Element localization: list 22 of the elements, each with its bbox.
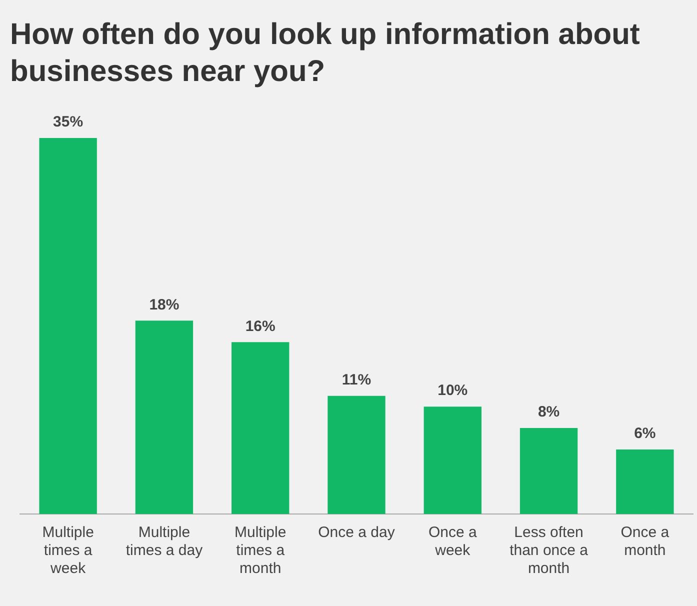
x-tick-label: Multiple times a day xyxy=(126,524,204,560)
bar xyxy=(39,138,97,514)
data-label: 18% xyxy=(149,296,180,314)
chart-title: How often do you look up information about businesses near you? xyxy=(10,17,641,90)
data-label: 11% xyxy=(342,371,372,388)
bar xyxy=(328,396,386,514)
bar xyxy=(135,320,194,514)
x-tick-label: Multiple times a week xyxy=(42,524,94,578)
bar xyxy=(520,428,578,514)
data-label: 8% xyxy=(538,404,560,421)
data-label: 16% xyxy=(245,318,276,335)
bar xyxy=(232,342,290,514)
bar xyxy=(616,450,674,514)
x-tick-label: Once a month xyxy=(620,524,670,560)
x-tick-label: Once a day xyxy=(318,524,396,542)
x-tick-label: Less often than once a month xyxy=(510,524,589,578)
data-label: 10% xyxy=(438,382,468,400)
bar xyxy=(424,406,482,514)
data-label: 35% xyxy=(53,114,84,131)
x-tick-label: Once a week xyxy=(428,524,478,560)
data-label: 6% xyxy=(634,425,656,442)
x-tick-label: Multiple times a month xyxy=(234,524,286,578)
